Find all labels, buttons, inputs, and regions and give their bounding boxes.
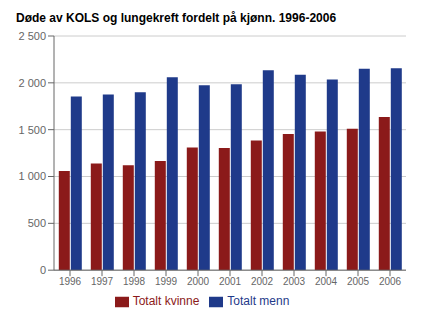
svg-text:2006: 2006 xyxy=(379,276,402,287)
svg-text:1996: 1996 xyxy=(59,276,82,287)
svg-text:2000: 2000 xyxy=(187,276,210,287)
svg-text:2003: 2003 xyxy=(283,276,306,287)
svg-text:2004: 2004 xyxy=(315,276,338,287)
svg-text:1 000: 1 000 xyxy=(18,170,46,182)
svg-text:0: 0 xyxy=(40,264,46,276)
svg-text:1997: 1997 xyxy=(91,276,114,287)
svg-text:2001: 2001 xyxy=(219,276,242,287)
html-text:Døde av KOLS og lungekreft for: Døde av KOLS og lungekreft fordelt på kj… xyxy=(16,11,337,25)
svg-text:2 500: 2 500 xyxy=(18,30,46,42)
html-text:Totalt menn: Totalt menn xyxy=(227,294,290,309)
svg-text:2005: 2005 xyxy=(347,276,370,287)
html-text:Totalt kvinne: Totalt kvinne xyxy=(132,294,200,309)
svg-text:2002: 2002 xyxy=(251,276,274,287)
svg-text:1 500: 1 500 xyxy=(18,124,46,136)
svg-text:1998: 1998 xyxy=(123,276,146,287)
svg-text:1999: 1999 xyxy=(155,276,178,287)
svg-text:500: 500 xyxy=(28,217,46,229)
svg-text:2 000: 2 000 xyxy=(18,77,46,89)
